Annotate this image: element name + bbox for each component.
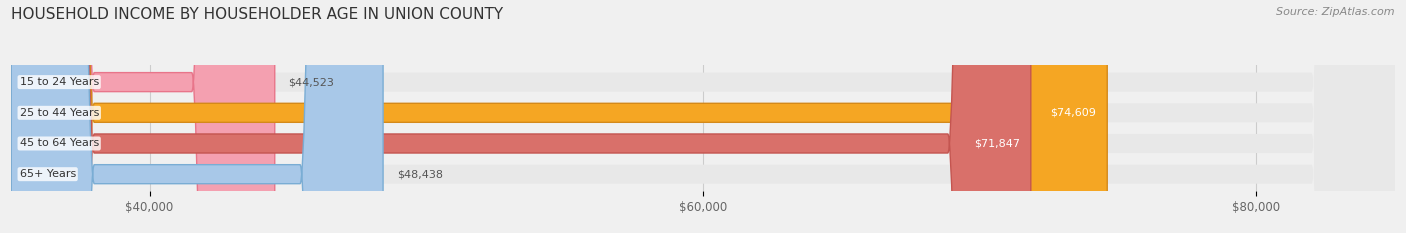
FancyBboxPatch shape [11, 0, 1395, 233]
Text: HOUSEHOLD INCOME BY HOUSEHOLDER AGE IN UNION COUNTY: HOUSEHOLD INCOME BY HOUSEHOLDER AGE IN U… [11, 7, 503, 22]
Text: $44,523: $44,523 [288, 77, 335, 87]
Text: 25 to 44 Years: 25 to 44 Years [20, 108, 98, 118]
Text: $48,438: $48,438 [396, 169, 443, 179]
Text: Source: ZipAtlas.com: Source: ZipAtlas.com [1277, 7, 1395, 17]
Text: 65+ Years: 65+ Years [20, 169, 76, 179]
FancyBboxPatch shape [11, 0, 1395, 233]
Text: 15 to 24 Years: 15 to 24 Years [20, 77, 98, 87]
Text: $74,609: $74,609 [1050, 108, 1097, 118]
Text: $71,847: $71,847 [974, 138, 1019, 148]
FancyBboxPatch shape [11, 0, 1395, 233]
FancyBboxPatch shape [11, 0, 1108, 233]
FancyBboxPatch shape [11, 0, 274, 233]
FancyBboxPatch shape [11, 0, 1031, 233]
FancyBboxPatch shape [11, 0, 1395, 233]
Text: 45 to 64 Years: 45 to 64 Years [20, 138, 98, 148]
FancyBboxPatch shape [11, 0, 382, 233]
